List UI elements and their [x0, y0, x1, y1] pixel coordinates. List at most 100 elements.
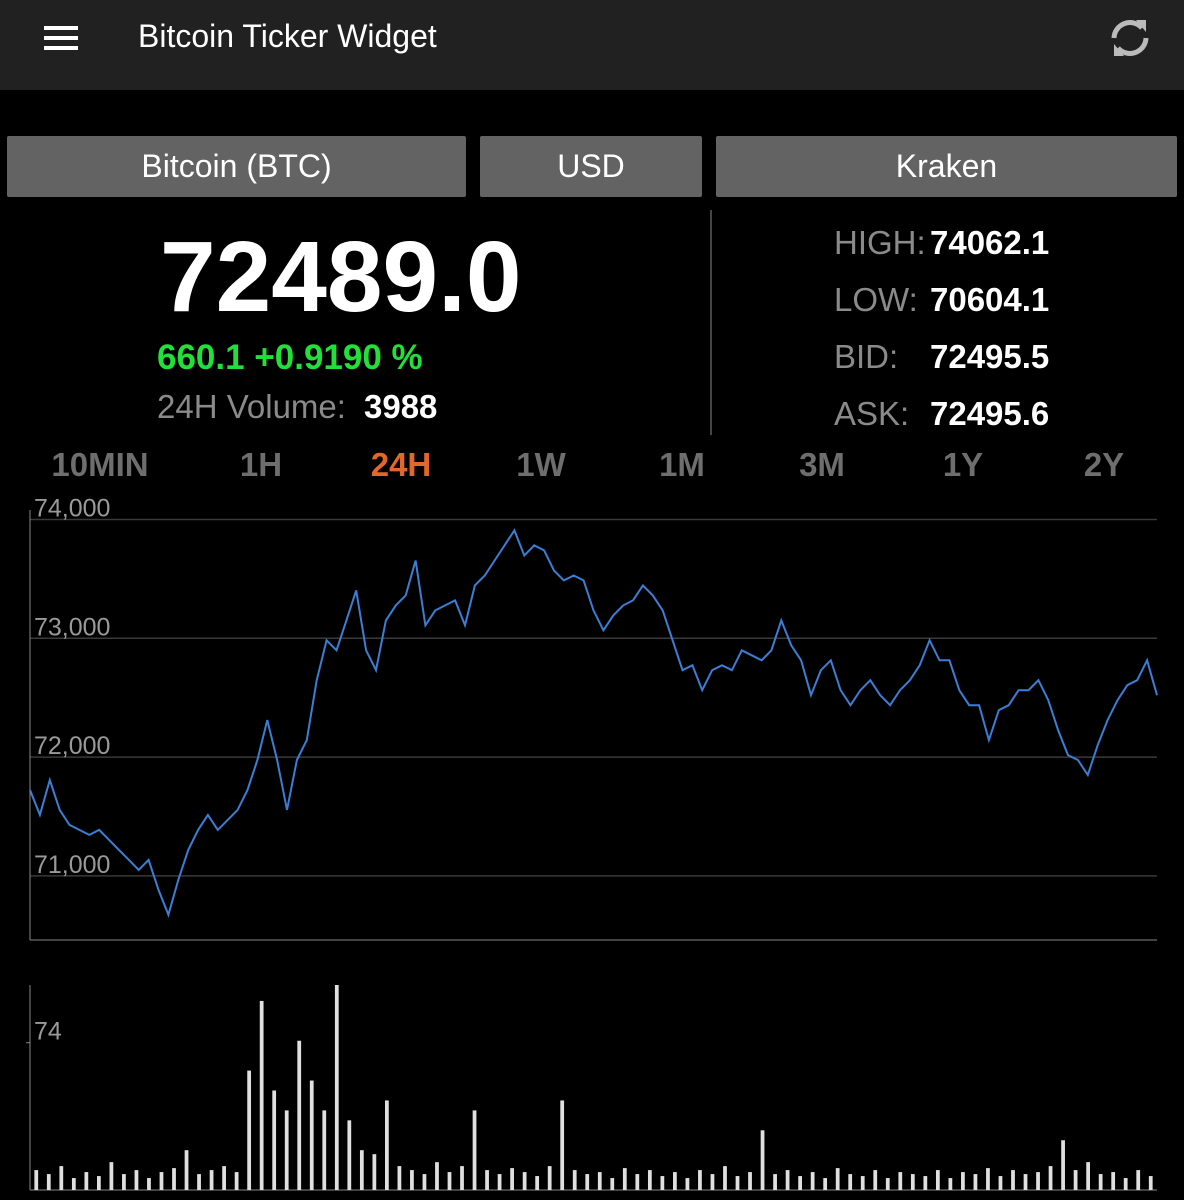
volume-bar: [259, 1000, 264, 1190]
volume-bar: [961, 1172, 965, 1190]
volume-bar: [1111, 1172, 1116, 1190]
stat-value: 74062.1: [930, 224, 1050, 261]
volume-bar: [622, 1168, 627, 1190]
volume-bar: [372, 1154, 377, 1190]
range-tab[interactable]: 10MIN: [51, 446, 149, 483]
volume-bar: [422, 1174, 427, 1190]
coin-selector[interactable]: Bitcoin (BTC): [7, 136, 466, 197]
volume-bar: [660, 1176, 665, 1190]
volume-bar: [159, 1172, 164, 1190]
volume-bar: [798, 1176, 802, 1190]
volume-bar: [209, 1170, 214, 1190]
volume-bar: [460, 1166, 464, 1190]
volume-bar: [497, 1174, 502, 1190]
price-line: [29, 528, 1158, 918]
volume-bar: [823, 1178, 828, 1190]
volume-bar: [1036, 1172, 1040, 1190]
volume-label: 24H Volume:: [157, 388, 346, 425]
stat-label: LOW:: [834, 281, 918, 318]
volume-bar: [986, 1168, 990, 1190]
volume-bar: [234, 1172, 239, 1190]
volume-bar: [898, 1172, 903, 1190]
volume-bar: [485, 1170, 489, 1190]
volume-bar: [835, 1168, 840, 1190]
volume-bar: [247, 1070, 252, 1190]
range-tab[interactable]: 3M: [799, 446, 845, 483]
range-tab[interactable]: 1Y: [942, 446, 984, 483]
volume-bar: [284, 1110, 289, 1190]
volume-bar: [122, 1174, 126, 1190]
volume-bar: [698, 1170, 702, 1190]
volume-bar: [222, 1166, 226, 1190]
volume-bar: [948, 1178, 953, 1190]
volume-bar: [84, 1172, 89, 1190]
volume-bar: [1148, 1176, 1153, 1190]
volume-bar: [322, 1110, 327, 1190]
y-tick-label: 72,000: [34, 732, 110, 760]
volume-bar: [873, 1170, 878, 1190]
volume-bar: [109, 1162, 114, 1190]
volume-bar: [560, 1100, 565, 1190]
volume-bar: [347, 1120, 352, 1190]
volume-bar: [547, 1166, 552, 1190]
volume-bar: [397, 1166, 402, 1190]
volume-bar: [773, 1174, 777, 1190]
volume-bar: [1011, 1170, 1015, 1190]
volume-bar: [1073, 1170, 1078, 1190]
volume-bar: [172, 1168, 176, 1190]
volume-bar: [572, 1170, 577, 1190]
y-tick-label: 71,000: [34, 851, 110, 879]
volume-bar: [96, 1176, 101, 1190]
range-tab[interactable]: 2Y: [1083, 446, 1125, 483]
range-tab[interactable]: 1H: [239, 446, 283, 483]
range-tab[interactable]: 1W: [516, 446, 566, 483]
volume-bar: [385, 1100, 389, 1190]
stat-label: BID:: [834, 338, 899, 375]
volume-bar: [435, 1162, 439, 1190]
y-tick-label: 74: [34, 1018, 62, 1046]
volume-bar: [735, 1176, 740, 1190]
volume-bar: [272, 1090, 277, 1190]
volume-bar: [785, 1170, 790, 1190]
volume-bar: [447, 1172, 452, 1190]
volume-bar: [848, 1174, 853, 1190]
price: 72489.0: [160, 221, 522, 333]
volume-bar: [46, 1174, 51, 1190]
menu-icon[interactable]: [40, 20, 82, 56]
volume-bar: [535, 1176, 540, 1190]
volume-bar: [710, 1174, 715, 1190]
volume-bar: [585, 1174, 590, 1190]
volume-bar: [297, 1040, 302, 1190]
refresh-icon[interactable]: [1106, 14, 1154, 62]
change: 660.1 +0.9190 %: [157, 338, 423, 377]
volume-bar: [973, 1174, 978, 1190]
volume-bar: [885, 1178, 890, 1190]
volume-bar: [359, 1150, 364, 1190]
volume-bar: [1136, 1170, 1141, 1190]
stat-label: ASK:: [834, 395, 910, 432]
volume-bar: [810, 1172, 815, 1190]
stat-label: HIGH:: [834, 224, 926, 261]
volume-bar: [134, 1170, 139, 1190]
currency-selector[interactable]: USD: [480, 136, 702, 197]
volume-bar: [923, 1176, 928, 1190]
volume-bar: [647, 1170, 652, 1190]
volume-bar: [1061, 1140, 1065, 1190]
app-title: Bitcoin Ticker Widget: [138, 18, 437, 54]
range-tab[interactable]: 24H: [370, 446, 432, 483]
volume-bar: [1123, 1178, 1128, 1190]
exchange-selector[interactable]: Kraken: [716, 136, 1177, 197]
volume-bar: [1098, 1174, 1103, 1190]
volume-bar: [59, 1166, 64, 1190]
volume-bar: [34, 1170, 39, 1190]
volume-bar: [635, 1174, 640, 1190]
range-tab[interactable]: 1M: [659, 446, 705, 483]
volume-bar: [760, 1130, 765, 1190]
volume-bar: [1048, 1166, 1053, 1190]
y-tick-label: 74,000: [34, 495, 110, 523]
volume-bar: [510, 1168, 514, 1190]
stat-value: 72495.6: [930, 395, 1050, 432]
app-bar: [0, 0, 1184, 90]
volume-bar: [71, 1178, 76, 1190]
volume-bar: [1086, 1162, 1091, 1190]
